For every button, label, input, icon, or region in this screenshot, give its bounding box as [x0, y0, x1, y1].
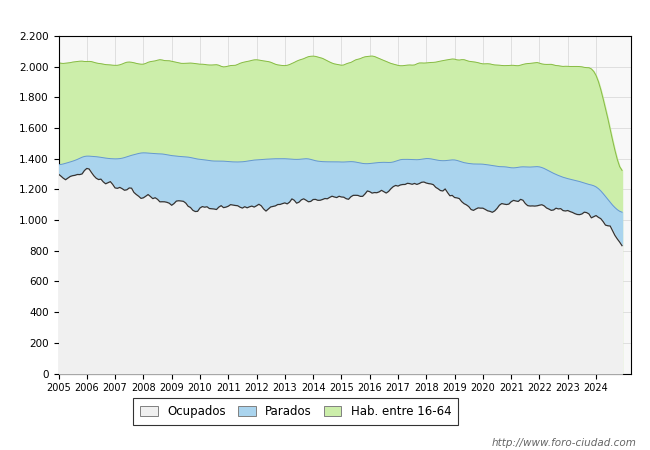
Legend: Ocupados, Parados, Hab. entre 16-64: Ocupados, Parados, Hab. entre 16-64 [133, 398, 458, 425]
Text: foro-ciudad.com: foro-ciudad.com [205, 207, 484, 236]
Text: Aroche - Evolucion de la poblacion en edad de Trabajar Noviembre de 2024: Aroche - Evolucion de la poblacion en ed… [44, 10, 606, 22]
Text: http://www.foro-ciudad.com: http://www.foro-ciudad.com [492, 438, 637, 448]
